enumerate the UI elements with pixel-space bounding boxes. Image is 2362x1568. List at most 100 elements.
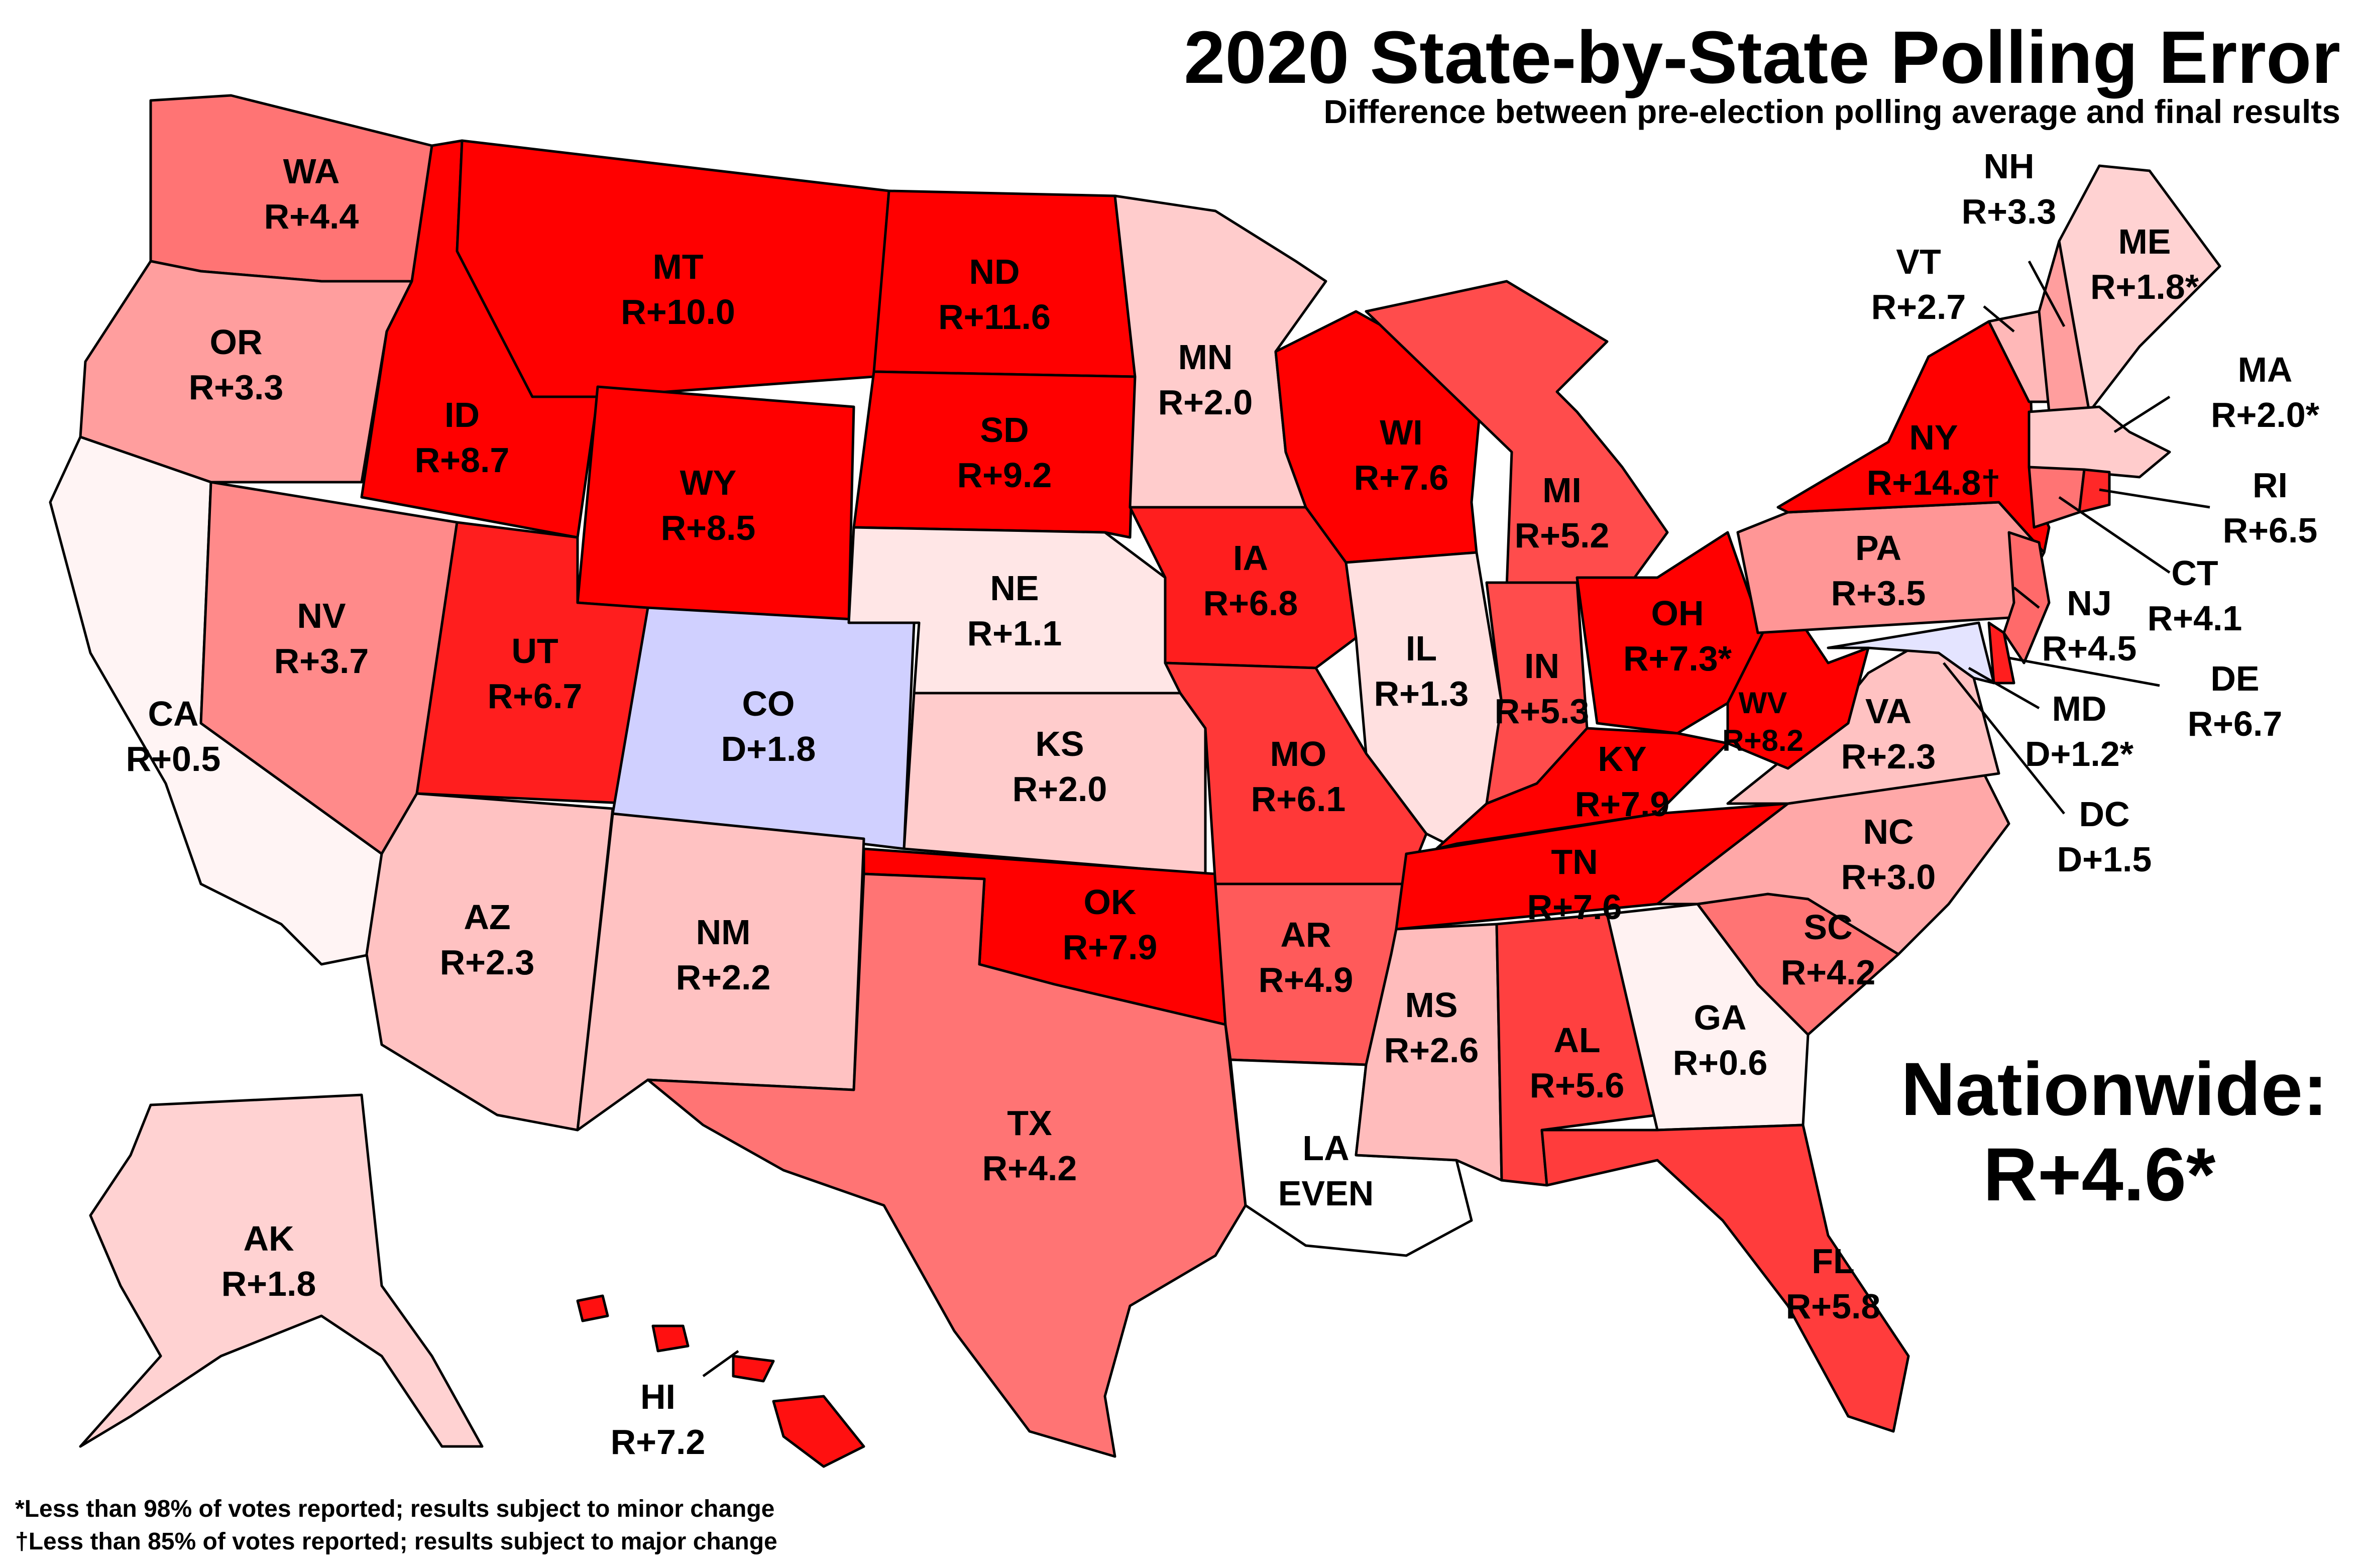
label-sd-abbr: SD: [980, 410, 1029, 450]
label-ga-value: R+0.6: [1673, 1043, 1768, 1082]
label-sc-abbr: SC: [1804, 908, 1852, 947]
state-shape-hi: [576, 1294, 865, 1468]
label-la-value: EVEN: [1278, 1174, 1374, 1213]
label-ut-abbr: UT: [511, 631, 558, 670]
label-wv-value: R+8.2: [1722, 724, 1804, 757]
label-sc-value: R+4.2: [1781, 953, 1876, 992]
label-ny-abbr: NY: [1909, 418, 1958, 457]
label-ky-abbr: KY: [1598, 739, 1646, 778]
label-or-abbr: OR: [210, 322, 263, 362]
label-nc-abbr: NC: [1863, 812, 1914, 851]
footnote-major-change: †Less than 85% of votes reported; result…: [15, 1528, 777, 1555]
nationwide-value: R+4.6*: [1983, 1132, 2216, 1216]
state-shape-ct: [2028, 466, 2086, 529]
state-shape-sd: [852, 370, 1137, 539]
label-ca-value: R+0.5: [126, 739, 221, 778]
label-pa-value: R+3.5: [1831, 574, 1926, 613]
label-sd-value: R+9.2: [957, 456, 1052, 495]
nationwide-label: Nationwide:: [1901, 1047, 2328, 1131]
state-shape-wy: [576, 385, 855, 624]
label-ak-abbr: AK: [243, 1219, 294, 1258]
state-shape-fl: [1540, 1124, 1910, 1433]
label-ct-value: R+4.1: [2148, 599, 2242, 638]
label-in-abbr: IN: [1524, 646, 1559, 686]
label-id-value: R+8.7: [415, 440, 510, 480]
label-nc-value: R+3.0: [1841, 857, 1936, 897]
state-shape-ky: [1435, 727, 1729, 850]
map-subtitle: Difference between pre-election polling …: [1323, 93, 2340, 130]
label-mi-value: R+5.2: [1515, 516, 1610, 555]
label-ca-abbr: CA: [148, 694, 198, 733]
footnote-minor-change: *Less than 98% of votes reported; result…: [15, 1496, 774, 1522]
label-ri-abbr: RI: [2253, 466, 2288, 505]
label-or-value: R+3.3: [189, 368, 284, 407]
label-fl-abbr: FL: [1812, 1242, 1855, 1281]
label-ok-value: R+7.9: [1063, 928, 1158, 967]
state-shape-ks: [903, 692, 1207, 875]
label-dc-abbr: DC: [2079, 795, 2129, 834]
label-in-value: R+5.3: [1495, 692, 1590, 731]
label-vt-value: R+2.7: [1871, 287, 1966, 326]
label-mn-abbr: MN: [1178, 338, 1233, 377]
label-az-abbr: AZ: [464, 898, 510, 937]
label-wv-abbr: WV: [1739, 686, 1787, 720]
label-ne-abbr: NE: [990, 569, 1039, 608]
label-ma-value: R+2.0*: [2211, 395, 2320, 434]
label-wa-value: R+4.4: [264, 197, 359, 236]
label-tn-value: R+7.6: [1527, 887, 1622, 927]
label-ct-abbr: CT: [2171, 553, 2218, 593]
label-hi-abbr: HI: [640, 1377, 676, 1416]
label-ri-value: R+6.5: [2223, 511, 2318, 550]
label-oh-abbr: OH: [1651, 594, 1704, 633]
label-nd-abbr: ND: [969, 252, 1020, 291]
label-wy-abbr: WY: [680, 463, 737, 502]
state-shape-tx: [646, 872, 1247, 1458]
label-vt-abbr: VT: [1896, 242, 1941, 281]
state-labels: WA R+4.4 OR R+3.3 CA R+0.5 NV R+3.7 ID R…: [126, 147, 2320, 1462]
label-md-value: D+1.2*: [2025, 734, 2134, 773]
label-mi-abbr: MI: [1542, 471, 1582, 510]
label-fl-value: R+5.8: [1786, 1287, 1881, 1326]
label-ar-value: R+4.9: [1259, 960, 1354, 999]
label-tn-abbr: TN: [1551, 842, 1598, 881]
label-wy-value: R+8.5: [661, 508, 756, 547]
state-shape-de: [1987, 621, 2015, 685]
leader-lines: [702, 260, 2210, 1378]
label-wi-abbr: WI: [1380, 413, 1423, 452]
label-de-abbr: DE: [2210, 659, 2259, 698]
state-shape-ak: [79, 1093, 484, 1448]
label-ks-value: R+2.0: [1013, 769, 1107, 809]
label-nm-value: R+2.2: [676, 958, 771, 997]
label-mn-value: R+2.0: [1158, 383, 1253, 422]
label-va-value: R+2.3: [1841, 737, 1936, 776]
label-de-value: R+6.7: [2188, 704, 2283, 743]
label-wi-value: R+7.6: [1354, 458, 1449, 497]
label-nj-abbr: NJ: [2067, 584, 2111, 623]
label-ga-abbr: GA: [1694, 998, 1747, 1037]
label-mt-value: R+10.0: [621, 292, 735, 331]
label-dc-value: D+1.5: [2057, 840, 2152, 879]
label-la-abbr: LA: [1302, 1129, 1349, 1168]
label-pa-abbr: PA: [1855, 528, 1901, 568]
label-ia-value: R+6.8: [1203, 584, 1298, 623]
label-wa-abbr: WA: [283, 152, 340, 191]
label-hi-value: R+7.2: [611, 1422, 706, 1462]
label-ma-abbr: MA: [2238, 350, 2293, 389]
label-co-abbr: CO: [742, 684, 795, 723]
state-shape-md: [1827, 621, 1995, 685]
label-mt-abbr: MT: [652, 247, 703, 286]
label-md-abbr: MD: [2052, 689, 2107, 728]
label-me-value: R+1.8*: [2090, 267, 2199, 306]
label-ut-value: R+6.7: [488, 677, 583, 716]
state-shape-co: [611, 606, 916, 850]
label-nd-value: R+11.6: [938, 297, 1051, 337]
state-shape-pa: [1736, 501, 2046, 634]
state-shape-mi: [1365, 280, 1669, 589]
label-il-abbr: IL: [1406, 629, 1437, 668]
label-tx-value: R+4.2: [982, 1149, 1077, 1188]
label-nm-abbr: NM: [696, 913, 751, 952]
label-nv-abbr: NV: [297, 596, 346, 635]
label-al-abbr: AL: [1553, 1021, 1600, 1060]
label-ok-abbr: OK: [1084, 882, 1137, 922]
